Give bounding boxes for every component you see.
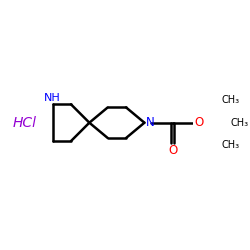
Text: HCl: HCl — [12, 116, 36, 130]
Text: CH₃: CH₃ — [222, 95, 240, 105]
Text: CH₃: CH₃ — [231, 118, 249, 128]
Text: O: O — [168, 144, 177, 157]
Text: O: O — [194, 116, 203, 129]
Text: NH: NH — [44, 93, 61, 103]
Text: CH₃: CH₃ — [222, 140, 240, 150]
Text: N: N — [146, 116, 155, 129]
